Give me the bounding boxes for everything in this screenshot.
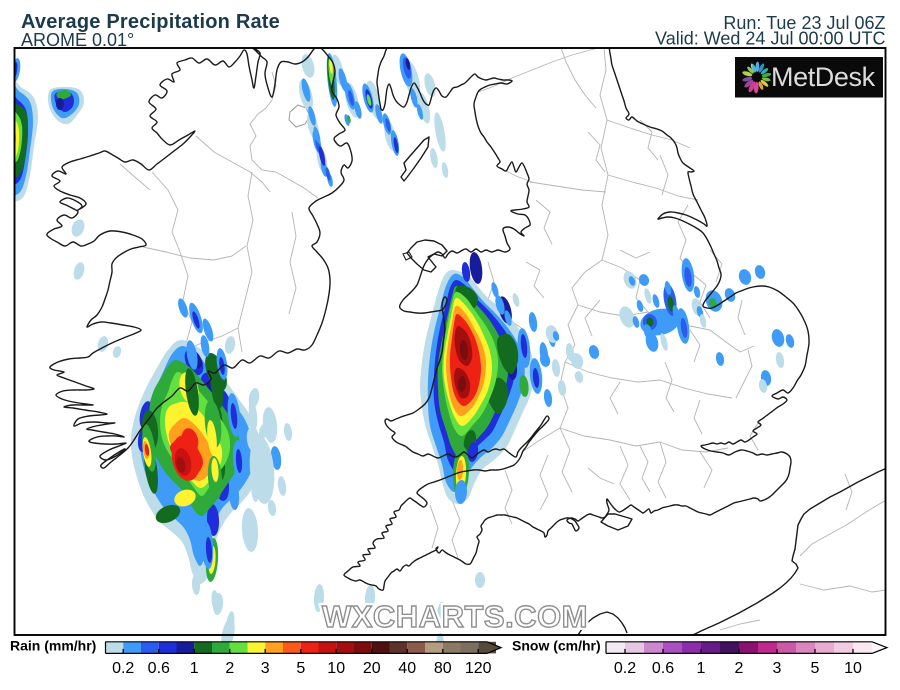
- svg-text:2: 2: [225, 660, 234, 677]
- svg-text:5: 5: [296, 660, 305, 677]
- svg-text:MetDesk: MetDesk: [771, 62, 876, 92]
- svg-text:2: 2: [735, 660, 744, 677]
- svg-text:Rain (mm/hr): Rain (mm/hr): [10, 638, 96, 654]
- svg-text:1: 1: [190, 660, 199, 677]
- svg-text:40: 40: [398, 660, 416, 677]
- svg-text:Snow (cm/hr): Snow (cm/hr): [512, 638, 601, 654]
- svg-text:0.2: 0.2: [112, 660, 134, 677]
- svg-text:WXCHARTS.COM: WXCHARTS.COM: [322, 599, 588, 634]
- svg-text:WXCHARTS.COM: WXCHARTS.COM: [322, 599, 588, 634]
- svg-text:3: 3: [261, 660, 270, 677]
- svg-text:1: 1: [697, 660, 706, 677]
- svg-text:0.6: 0.6: [148, 660, 170, 677]
- svg-text:Average Precipitation Rate: Average Precipitation Rate: [21, 11, 280, 33]
- svg-text:0.6: 0.6: [652, 660, 674, 677]
- svg-text:3: 3: [773, 660, 782, 677]
- svg-text:10: 10: [844, 660, 862, 677]
- svg-text:10: 10: [327, 660, 345, 677]
- svg-text:Run: Tue 23 Jul 06Z: Run: Tue 23 Jul 06Z: [723, 13, 885, 33]
- svg-text:120: 120: [465, 660, 492, 677]
- svg-text:Valid: Wed 24 Jul 00:00 UTC: Valid: Wed 24 Jul 00:00 UTC: [655, 29, 885, 49]
- svg-text:80: 80: [434, 660, 452, 677]
- svg-text:0.2: 0.2: [614, 660, 636, 677]
- svg-text:5: 5: [811, 660, 820, 677]
- svg-text:AROME 0.01°: AROME 0.01°: [21, 30, 134, 50]
- svg-text:20: 20: [363, 660, 381, 677]
